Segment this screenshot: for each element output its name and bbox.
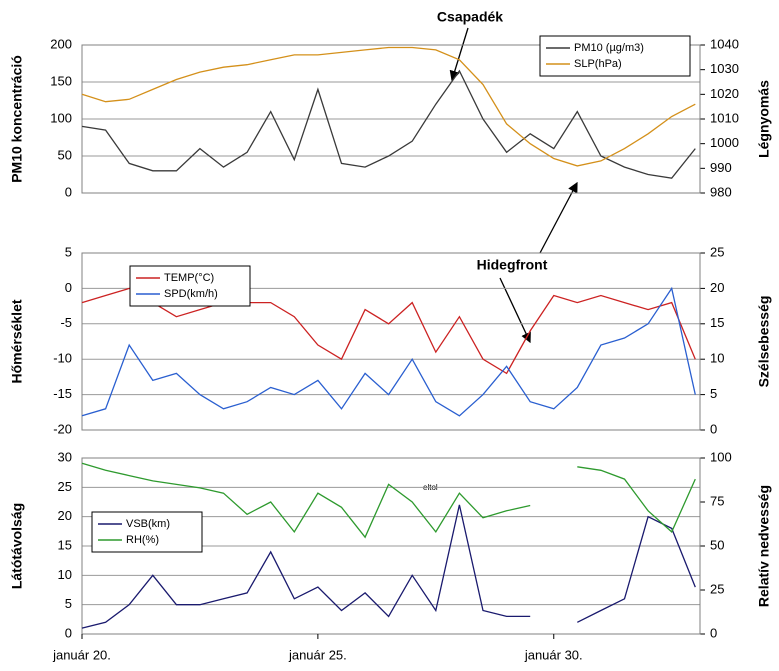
y2-axis-title: Szélsebesség bbox=[756, 296, 772, 388]
y-tick-label: 200 bbox=[50, 36, 72, 51]
annotation: Hidegfront bbox=[477, 257, 548, 273]
y2-tick-label: 1030 bbox=[710, 61, 739, 76]
y2-tick-label: 0 bbox=[710, 421, 717, 436]
x-tick-label: január 25. bbox=[288, 647, 347, 662]
legend: VSB(km) RH(%) bbox=[91, 511, 203, 553]
legend-label: VSB(km) bbox=[126, 518, 170, 530]
y-tick-label: 30 bbox=[58, 449, 72, 464]
y2-tick-label: 980 bbox=[710, 184, 732, 199]
series-line bbox=[81, 504, 696, 629]
y-tick-label: 100 bbox=[50, 110, 72, 125]
legend-label: SPD(km/h) bbox=[164, 288, 218, 300]
legend-box bbox=[539, 35, 691, 77]
annotation-arrow bbox=[539, 181, 578, 254]
y-tick-label: -20 bbox=[53, 421, 72, 436]
plot-frame bbox=[81, 44, 701, 194]
y2-tick-label: 25 bbox=[710, 581, 724, 596]
y-axis-title: Látótávolság bbox=[9, 503, 25, 589]
y2-axis-title: Relatív nedvesség bbox=[756, 485, 772, 607]
y-tick-label: 50 bbox=[58, 147, 72, 162]
y2-tick-label: 5 bbox=[710, 386, 717, 401]
x-tick-label: január 20. bbox=[52, 647, 111, 662]
annotation-arrow bbox=[449, 27, 469, 82]
legend: TEMP(°C) SPD(km/h) bbox=[129, 265, 251, 307]
y-tick-label: 5 bbox=[65, 596, 72, 611]
legend-label: RH(%) bbox=[126, 534, 159, 546]
y-tick-label: 10 bbox=[58, 567, 72, 582]
annotation: Csapadék bbox=[437, 9, 503, 25]
legend: PM10 (µg/m3) SLP(hPa) bbox=[539, 35, 691, 77]
x-tick-label: január 30. bbox=[524, 647, 583, 662]
series-line bbox=[81, 69, 696, 179]
annotation-arrow bbox=[499, 277, 531, 344]
y2-tick-label: 990 bbox=[710, 160, 732, 175]
y-tick-label: 0 bbox=[65, 625, 72, 640]
legend-label: TEMP(°C) bbox=[164, 272, 214, 284]
y2-tick-label: 100 bbox=[710, 449, 732, 464]
y2-tick-label: 1020 bbox=[710, 86, 739, 101]
y-tick-label: -15 bbox=[53, 386, 72, 401]
y2-tick-label: 1000 bbox=[710, 135, 739, 150]
y2-tick-label: 0 bbox=[710, 625, 717, 640]
y-tick-label: 25 bbox=[58, 479, 72, 494]
series-line bbox=[81, 286, 696, 417]
plot-frame bbox=[81, 252, 701, 431]
series-line bbox=[81, 46, 696, 167]
legend-label: PM10 (µg/m3) bbox=[574, 42, 644, 54]
legend-box bbox=[91, 511, 203, 553]
y2-tick-label: 20 bbox=[710, 280, 724, 295]
y-tick-label: -10 bbox=[53, 351, 72, 366]
legend-label: SLP(hPa) bbox=[574, 58, 622, 70]
y2-tick-label: 10 bbox=[710, 351, 724, 366]
legend-box bbox=[129, 265, 251, 307]
y-axis-title: PM10 koncentráció bbox=[9, 55, 25, 183]
y-axis-title: Hőmérséklet bbox=[9, 299, 25, 383]
y-tick-label: 150 bbox=[50, 73, 72, 88]
series-line bbox=[81, 287, 696, 375]
y-tick-label: 0 bbox=[65, 280, 72, 295]
y2-tick-label: 25 bbox=[710, 244, 724, 259]
y-tick-label: -5 bbox=[60, 315, 72, 330]
y2-tick-label: 15 bbox=[710, 315, 724, 330]
plot-frame bbox=[81, 457, 701, 635]
y-tick-label: 15 bbox=[58, 537, 72, 552]
y2-tick-label: 75 bbox=[710, 493, 724, 508]
y2-axis-title: Légnyomás bbox=[756, 80, 772, 158]
y2-tick-label: 1010 bbox=[710, 110, 739, 125]
y-tick-label: 5 bbox=[65, 244, 72, 259]
y-tick-label: 0 bbox=[65, 184, 72, 199]
series-line bbox=[81, 462, 696, 539]
y-tick-label: 20 bbox=[58, 508, 72, 523]
y2-tick-label: 50 bbox=[710, 537, 724, 552]
y2-tick-label: 1040 bbox=[710, 36, 739, 51]
